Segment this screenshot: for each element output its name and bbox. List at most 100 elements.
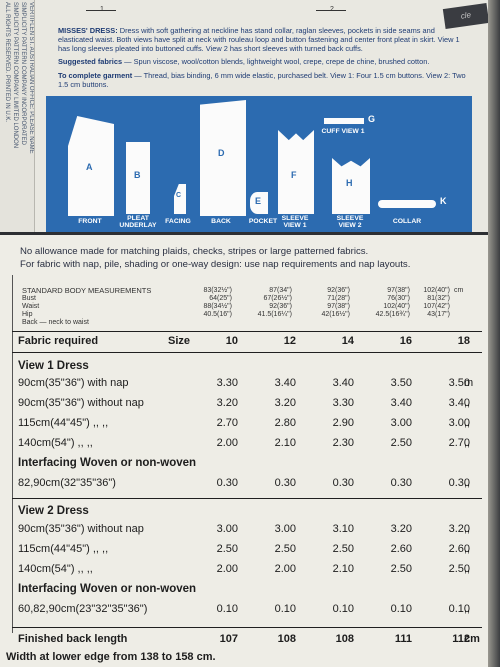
yardage-cell: 3.20 xyxy=(216,397,238,409)
piece-label: K xyxy=(440,196,447,206)
fabric-width-label: 90cm(35"36") without nap xyxy=(18,397,144,409)
fabric-requirements-table: No allowance made for matching plaids, c… xyxy=(0,232,488,667)
measure-cell: 92(36") 71(28") 97(38") 42(16½") xyxy=(321,287,350,318)
yardage-cell: 3.00 xyxy=(448,417,470,429)
unit-mark: cm xyxy=(464,633,480,645)
back-length-cell: 111 xyxy=(394,633,412,645)
yardage-cell: 2.60 xyxy=(390,543,412,555)
measure-label-back: Back — neck to waist xyxy=(22,319,89,326)
yardage-cell: 2.90 xyxy=(332,417,354,429)
side-copyright-text: VERTIFLEN ST. AUSTRALIAN OFFICE: PLEASE … xyxy=(0,0,35,232)
envelope-edge xyxy=(488,0,500,667)
yardage-cell: 2.60 xyxy=(448,543,470,555)
side-text-line: SIMPLICITY PATTERN COMPANY INCORPORATED xyxy=(20,2,26,146)
size-value: 10 xyxy=(225,335,238,347)
unit-mark: ,, xyxy=(464,523,471,535)
view-figure-1 xyxy=(86,0,116,11)
yardage-cell: 2.00 xyxy=(274,563,296,575)
interfacing1-heading: Interfacing Woven or non-woven xyxy=(18,457,197,469)
fabrics-heading: Suggested fabrics xyxy=(58,57,123,67)
piece-back xyxy=(200,100,246,216)
yardage-cell: 3.00 xyxy=(390,417,412,429)
fabric-width-label: 140cm(54") ,, ,, xyxy=(18,563,93,575)
yardage-cell: 2.00 xyxy=(216,437,238,449)
back-length-label: Finished back length xyxy=(18,633,128,645)
note-line: For fabric with nap, pile, shading or on… xyxy=(20,259,411,270)
yardage-cell: 3.40 xyxy=(390,397,412,409)
yardage-cell: 0.30 xyxy=(216,477,238,489)
note-line: No allowance made for matching plaids, c… xyxy=(20,246,369,257)
piece-label: E xyxy=(255,196,262,206)
piece-label: C xyxy=(176,192,182,199)
yardage-cell: 2.70 xyxy=(448,437,470,449)
caption-pocket: POCKET xyxy=(248,218,278,225)
unit-mark: ,, xyxy=(464,563,471,575)
description-heading: MISSES' DRESS: xyxy=(58,26,118,35)
unit-mark: ,, xyxy=(464,397,471,409)
rule xyxy=(12,331,482,332)
yardage-cell: 2.50 xyxy=(448,563,470,575)
fabric-width-label: 60,82,90cm(23"32"35"36") xyxy=(18,603,148,615)
measure-cell: 97(38") 76(30") 102(40") 42.5(16¾") xyxy=(375,287,410,318)
yardage-cell: 3.20 xyxy=(274,397,296,409)
measure-label-hip: Hip xyxy=(22,311,33,318)
pattern-pieces-diagram: A B C D E F G H K FRONT xyxy=(46,96,472,232)
nap-note: No allowance made for matching plaids, c… xyxy=(20,245,480,271)
fabric-width-label: 140cm(54") ,, ,, xyxy=(18,437,93,449)
caption-sleeve-view2: SLEEVE VIEW 2 xyxy=(336,215,364,229)
fabric-width-label: 90cm(35"36") with nap xyxy=(18,377,129,389)
measure-label-bust: Bust xyxy=(22,295,37,302)
size-value: 12 xyxy=(283,335,296,347)
yardage-cell: 0.30 xyxy=(448,477,470,489)
caption-collar: COLLAR xyxy=(392,218,422,225)
yardage-cell: 3.50 xyxy=(390,377,412,389)
yardage-cell: 2.50 xyxy=(390,437,412,449)
yardage-cell: 2.10 xyxy=(274,437,296,449)
yardage-cell: 3.40 xyxy=(448,397,470,409)
piece-label: F xyxy=(291,170,297,180)
caption-facing: FACING xyxy=(165,218,191,225)
rule xyxy=(12,352,482,353)
unit-mark: m xyxy=(464,377,474,389)
view-figure-2 xyxy=(316,0,346,11)
measure-unit: cm xyxy=(454,287,464,294)
size-value: 18 xyxy=(457,335,470,347)
garment-description: MISSES' DRESS: Dress with soft gathering… xyxy=(58,26,468,95)
yardage-cell: 2.50 xyxy=(216,543,238,555)
measure-cell: 87(34") 67(26½") 92(36") 41.5(16¼") xyxy=(257,287,292,318)
piece-sleeve-view1 xyxy=(278,130,314,214)
yardage-cell: 2.50 xyxy=(390,563,412,575)
yardage-cell: 3.20 xyxy=(448,523,470,535)
unit-mark: ,, xyxy=(464,603,471,615)
view2-heading: View 2 Dress xyxy=(18,505,89,517)
unit-mark: ,, xyxy=(464,437,471,449)
caption-sleeve-view1: SLEEVE VIEW 1 xyxy=(281,215,309,229)
caption-pleat-underlay: PLEAT UNDERLAY xyxy=(119,215,157,229)
notions-text: — Thread, bias binding, 6 mm wide elasti… xyxy=(58,71,466,89)
side-text-line: VERTIFLEN ST. AUSTRALIAN OFFICE: PLEASE … xyxy=(28,2,34,154)
yardage-cell: 2.00 xyxy=(216,563,238,575)
caption-cuff-view1: CUFF VIEW 1 xyxy=(321,128,365,135)
caption-back: BACK xyxy=(211,218,231,225)
interfacing2-heading: Interfacing Woven or non-woven xyxy=(18,583,197,595)
fabric-width-label: 115cm(44"45") ,, ,, xyxy=(18,543,109,555)
piece-cuff xyxy=(324,118,364,124)
piece-label: B xyxy=(134,170,141,180)
side-text-line: ALL RIGHTS RESERVED. PRINTED IN U.K. xyxy=(4,2,10,123)
fabrics-text: — Spun viscose, wool/cotton blends, ligh… xyxy=(122,57,430,67)
yardage-cell: 2.70 xyxy=(216,417,238,429)
size-label: Size xyxy=(167,335,190,347)
piece-label: D xyxy=(218,148,225,158)
caption-front: FRONT xyxy=(78,218,102,225)
measure-cell: 83(32½") 64(25") 88(34½") 40.5(16") xyxy=(203,287,232,318)
figure-number: 1 xyxy=(100,6,104,13)
unit-mark: ,, xyxy=(464,477,471,489)
back-length-cell: 108 xyxy=(277,633,296,645)
yardage-cell: 0.30 xyxy=(332,477,354,489)
table-left-rule xyxy=(12,275,13,633)
pattern-description-section: 1 2 MISSES' DRESS: Dress with soft gathe… xyxy=(46,0,472,232)
yardage-cell: 0.10 xyxy=(390,603,412,615)
measure-label-waist: Waist xyxy=(22,303,40,310)
piece-label: H xyxy=(346,178,353,188)
yardage-cell: 2.80 xyxy=(274,417,296,429)
